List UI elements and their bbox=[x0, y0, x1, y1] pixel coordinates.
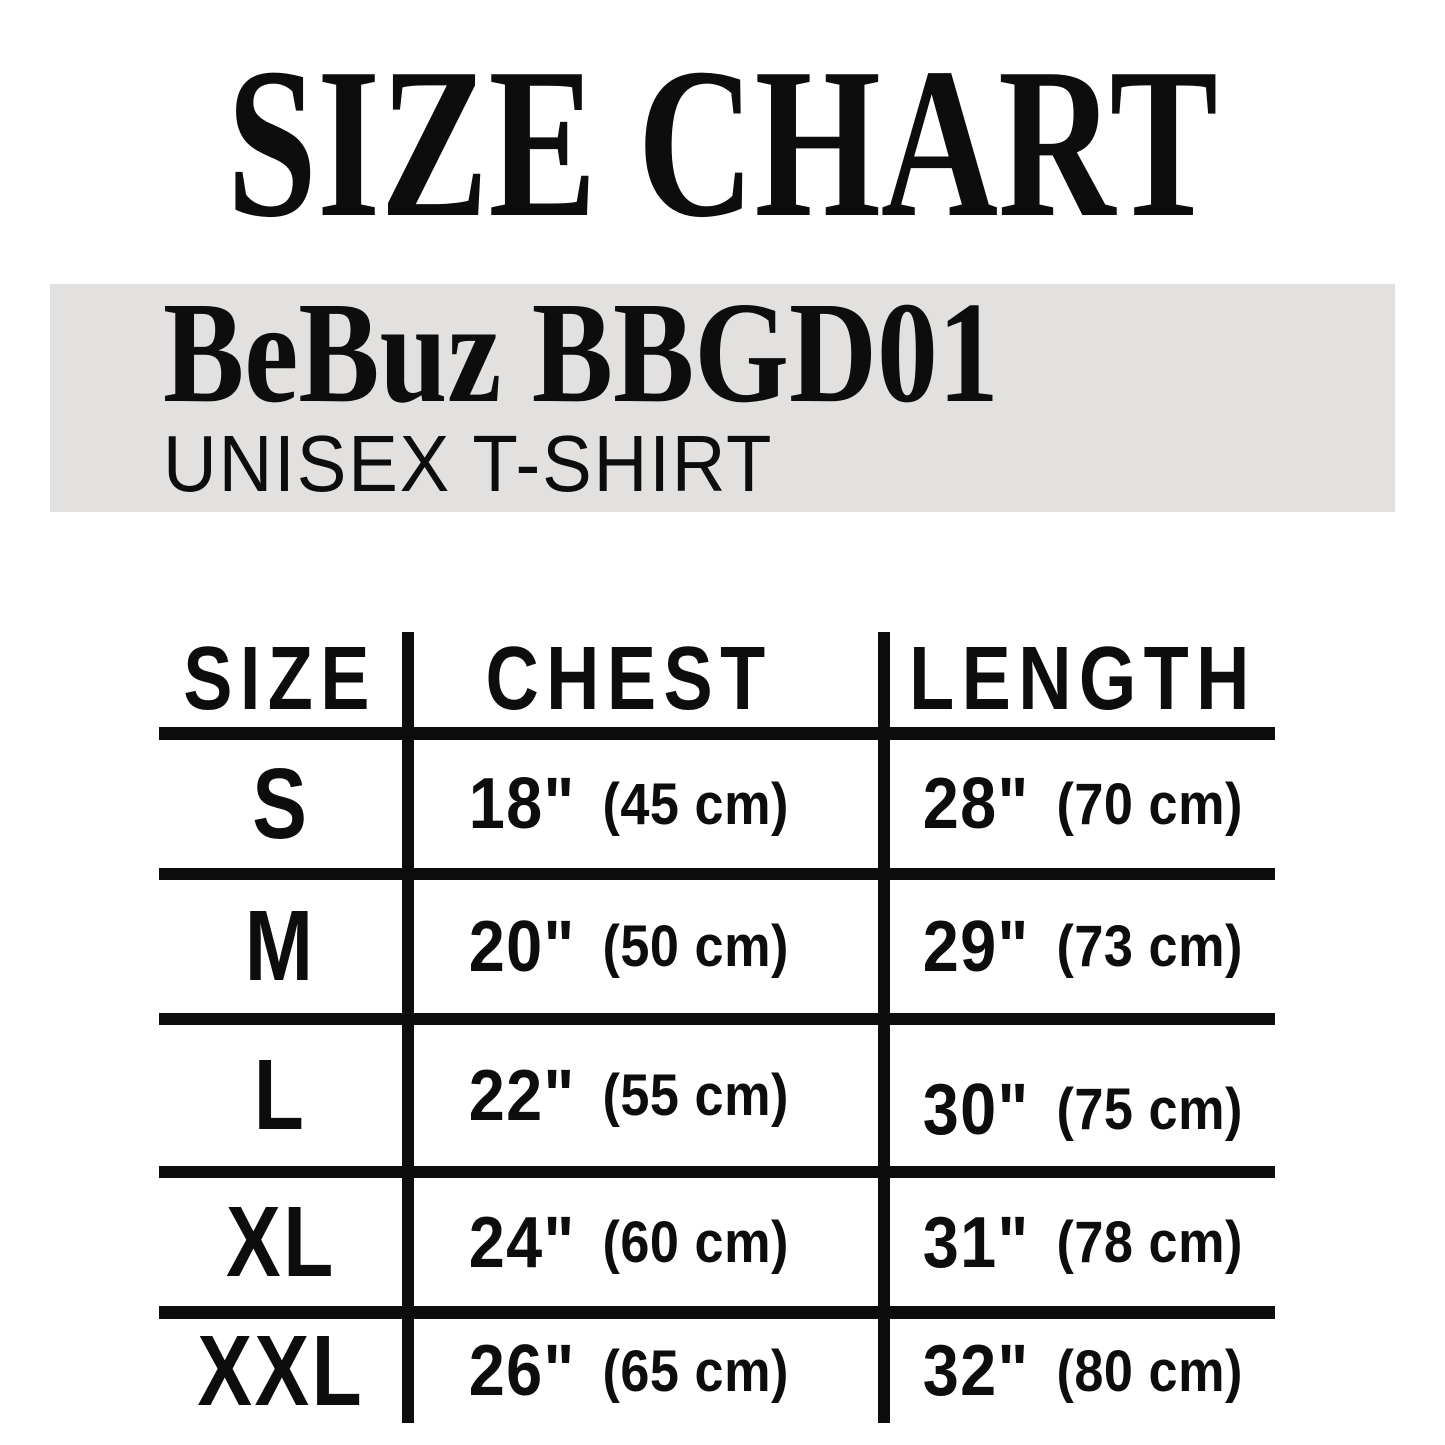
row-divider bbox=[159, 1166, 1275, 1178]
length-centimeters: (78 cm) bbox=[1056, 1210, 1243, 1275]
length-cell: 32" (80 cm) bbox=[890, 1319, 1275, 1423]
size-value: M bbox=[245, 890, 316, 1002]
length-centimeters: (80 cm) bbox=[1056, 1338, 1243, 1404]
size-cell: L bbox=[159, 1025, 402, 1166]
header-length-label: LENGTH bbox=[908, 629, 1257, 729]
chest-cell: 22" (55 cm) bbox=[414, 1025, 878, 1166]
chest-inches: 22" bbox=[468, 1055, 576, 1136]
length-inches: 31" bbox=[922, 1202, 1030, 1283]
length-cell: 31" (78 cm) bbox=[890, 1179, 1275, 1306]
product-subtitle-text: UNISEX T-SHIRT bbox=[163, 419, 774, 508]
table-header-row: SIZE CHEST LENGTH bbox=[0, 629, 1445, 729]
size-value: L bbox=[254, 1039, 307, 1151]
length-measurement: 30" (75 cm) bbox=[922, 1069, 1242, 1151]
product-subtitle: UNISEX T-SHIRT bbox=[163, 424, 819, 504]
size-cell: S bbox=[159, 740, 402, 868]
row-divider bbox=[159, 1013, 1275, 1025]
column-divider bbox=[878, 632, 890, 1423]
length-inches: 30" bbox=[922, 1069, 1030, 1150]
chest-measurement: 18" (45 cm) bbox=[469, 763, 789, 845]
length-measurement: 28" (70 cm) bbox=[922, 763, 1242, 845]
table-row: M 20" (50 cm) 29" (73 cm) bbox=[0, 880, 1445, 1013]
chest-cell: 24" (60 cm) bbox=[414, 1179, 878, 1306]
row-divider bbox=[159, 1306, 1275, 1319]
product-banner: BeBuz BBGD01 UNISEX T-SHIRT bbox=[50, 281, 1395, 512]
length-measurement: 29" (73 cm) bbox=[922, 906, 1242, 988]
header-cell-chest: CHEST bbox=[414, 629, 878, 729]
table-header-divider bbox=[159, 727, 1275, 740]
column-divider bbox=[402, 632, 414, 1423]
length-cell: 28" (70 cm) bbox=[890, 740, 1275, 868]
length-centimeters: (73 cm) bbox=[1056, 914, 1243, 979]
chest-measurement: 22" (55 cm) bbox=[469, 1055, 789, 1137]
length-centimeters: (75 cm) bbox=[1056, 1077, 1243, 1142]
table-row: S 18" (45 cm) 28" (70 cm) bbox=[0, 740, 1445, 868]
product-name: BeBuz BBGD01 bbox=[163, 281, 1158, 426]
chest-cell: 26" (65 cm) bbox=[414, 1319, 878, 1423]
table-row: XXL 26" (65 cm) 32" (80 cm) bbox=[0, 1315, 1445, 1427]
chest-cell: 20" (50 cm) bbox=[414, 880, 878, 1013]
header-size-label: SIZE bbox=[183, 629, 378, 729]
product-name-text: BeBuz BBGD01 bbox=[163, 273, 999, 433]
size-value: XXL bbox=[197, 1314, 364, 1427]
chest-measurement: 20" (50 cm) bbox=[469, 906, 789, 988]
chest-cell: 18" (45 cm) bbox=[414, 740, 878, 868]
chest-centimeters: (45 cm) bbox=[602, 771, 790, 837]
header-cell-length: LENGTH bbox=[890, 629, 1275, 729]
chest-measurement: 24" (60 cm) bbox=[469, 1202, 789, 1284]
size-value: XL bbox=[225, 1186, 336, 1298]
chest-inches: 26" bbox=[468, 1331, 576, 1411]
page-title: SIZE CHART bbox=[0, 35, 1445, 250]
chest-measurement: 26" (65 cm) bbox=[469, 1330, 789, 1412]
length-inches: 28" bbox=[922, 764, 1030, 844]
chest-centimeters: (60 cm) bbox=[602, 1210, 790, 1275]
chest-inches: 18" bbox=[468, 764, 576, 844]
chest-inches: 24" bbox=[468, 1202, 576, 1283]
size-value: S bbox=[251, 747, 310, 860]
chest-centimeters: (55 cm) bbox=[602, 1063, 790, 1128]
size-cell: M bbox=[159, 880, 402, 1013]
table-row: L 22" (55 cm) 30" (75 cm) bbox=[0, 1025, 1445, 1166]
chest-centimeters: (65 cm) bbox=[602, 1338, 790, 1404]
header-chest-label: CHEST bbox=[485, 629, 773, 729]
chest-centimeters: (50 cm) bbox=[602, 914, 790, 979]
length-inches: 29" bbox=[922, 906, 1030, 987]
length-measurement: 31" (78 cm) bbox=[922, 1202, 1242, 1284]
row-divider bbox=[159, 868, 1275, 880]
size-cell: XL bbox=[159, 1179, 402, 1306]
table-row: XL 24" (60 cm) 31" (78 cm) bbox=[0, 1179, 1445, 1306]
length-cell: 29" (73 cm) bbox=[890, 880, 1275, 1013]
page-title-text: SIZE CHART bbox=[226, 23, 1219, 262]
chest-inches: 20" bbox=[468, 906, 576, 987]
header-cell-size: SIZE bbox=[159, 629, 402, 729]
length-cell: 30" (75 cm) bbox=[890, 1039, 1275, 1180]
length-measurement: 32" (80 cm) bbox=[922, 1330, 1242, 1412]
size-cell: XXL bbox=[159, 1315, 402, 1427]
length-inches: 32" bbox=[922, 1331, 1030, 1411]
length-centimeters: (70 cm) bbox=[1056, 771, 1243, 837]
